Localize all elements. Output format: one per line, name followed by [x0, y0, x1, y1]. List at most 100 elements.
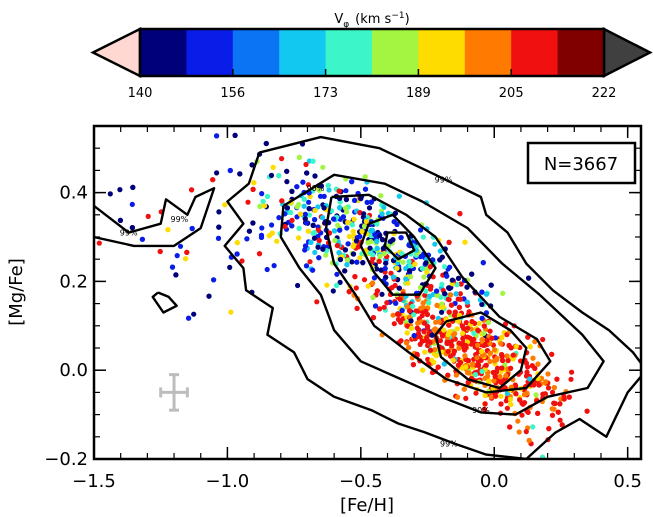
scatter-point	[222, 202, 228, 208]
scatter-point	[481, 330, 487, 336]
scatter-point	[320, 164, 326, 170]
colorbar-label-exponent: −1	[391, 11, 404, 21]
scatter-point	[481, 323, 487, 329]
scatter-point	[303, 161, 309, 168]
scatter-point	[507, 424, 513, 430]
scatter-point	[306, 206, 312, 212]
scatter-point	[234, 240, 240, 246]
scatter-point	[359, 228, 365, 234]
scatter-point	[214, 133, 220, 139]
scatter-point	[397, 296, 403, 302]
scatter-point	[460, 330, 466, 336]
scatter-point	[498, 393, 504, 399]
annotation-box: N=3667	[526, 141, 637, 185]
density-contour	[151, 291, 178, 314]
scatter-point	[191, 311, 197, 317]
scatter-point	[416, 327, 422, 333]
scatter-point	[400, 259, 406, 265]
scatter-point	[415, 320, 421, 326]
scatter-point	[488, 282, 494, 288]
scatter-point	[145, 213, 151, 219]
density-contour	[223, 135, 641, 459]
scatter-point	[513, 343, 519, 350]
scatter-point	[307, 259, 313, 265]
scatter-point	[536, 382, 542, 388]
scatter-point	[320, 246, 326, 252]
scatter-point	[314, 299, 320, 305]
scatter-point	[228, 309, 234, 315]
scatter-point	[232, 132, 238, 138]
scatter-point	[492, 373, 498, 379]
scatter-point	[463, 320, 469, 326]
scatter-point	[325, 182, 331, 189]
scatter-point	[471, 336, 477, 342]
scatter-point	[478, 348, 485, 354]
scatter-point	[276, 173, 282, 179]
density-contour	[94, 187, 216, 248]
scatter-point	[377, 253, 383, 259]
scatter-point	[551, 406, 557, 412]
scatter-point	[379, 211, 385, 217]
scatter-point	[157, 248, 163, 255]
scatter-point	[457, 211, 463, 217]
scatter-point	[463, 395, 469, 401]
scatter-point	[506, 342, 512, 349]
scatter-point	[535, 410, 541, 416]
scatter-point	[485, 373, 491, 379]
scatter-point	[465, 325, 471, 331]
scatter-point	[434, 288, 440, 294]
scatter-point	[475, 362, 482, 368]
scatter-point	[491, 347, 498, 353]
scatter-point	[462, 239, 468, 245]
scatter-point	[421, 274, 427, 280]
scatter-point	[437, 248, 443, 254]
scatter-point	[374, 245, 380, 251]
scatter-point	[362, 174, 368, 180]
scatter-point	[418, 227, 424, 233]
scatter-point	[434, 292, 440, 298]
scatter-point	[381, 204, 387, 210]
scatter-point	[487, 358, 493, 365]
scatter-point	[465, 334, 471, 340]
scatter-point	[433, 319, 439, 325]
scatter-point	[428, 283, 434, 290]
scatter-point	[465, 370, 471, 376]
scatter-point	[249, 162, 255, 168]
scatter-point	[424, 335, 430, 341]
scatter-point	[184, 249, 190, 255]
scatter-point	[435, 364, 441, 370]
scatter-point	[487, 328, 493, 334]
scatter-point	[289, 217, 295, 223]
scatter-point	[393, 300, 399, 306]
annotation-text: N=3667	[544, 154, 618, 175]
scatter-point	[337, 227, 343, 233]
scatter-point	[561, 396, 567, 402]
colorbar-cell	[418, 29, 466, 76]
scatter-point	[503, 373, 509, 379]
scatter-point	[557, 417, 563, 423]
scatter-point	[374, 238, 380, 244]
scatter-point	[473, 390, 479, 396]
scatter-point	[301, 196, 307, 202]
scatter-point	[422, 320, 428, 326]
scatter-point	[499, 353, 505, 359]
scatter-point	[569, 369, 575, 375]
scatter-point	[462, 353, 468, 359]
colorbar-frame	[138, 27, 606, 78]
scatter-point	[264, 266, 270, 273]
scatter-point	[532, 339, 538, 345]
scatter-point	[337, 205, 343, 211]
scatter-point	[336, 250, 342, 256]
scatter-point	[266, 233, 272, 239]
scatter-point	[139, 236, 145, 242]
density-contour	[359, 213, 437, 296]
scatter-point	[424, 269, 430, 275]
scatter-point	[395, 311, 401, 317]
scatter-point	[353, 238, 360, 244]
y-tick-label: 0.0	[59, 360, 88, 381]
scatter-point	[421, 329, 427, 335]
scatter-point	[368, 228, 374, 234]
scatter-point	[559, 422, 565, 428]
colorbar-cell	[464, 29, 512, 76]
scatter-point	[454, 282, 460, 288]
